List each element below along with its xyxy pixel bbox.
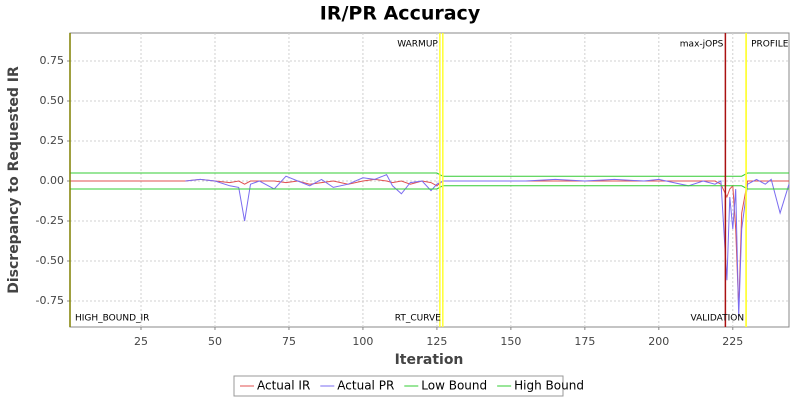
legend-label: High Bound <box>514 379 584 393</box>
series-line <box>185 173 790 318</box>
y-tick-label: -0.50 <box>36 254 64 267</box>
series-line <box>70 178 789 310</box>
y-tick-label: 0.50 <box>40 94 65 107</box>
x-tick-label: 150 <box>500 335 521 348</box>
y-tick-label: -0.25 <box>36 214 64 227</box>
marker-label: WARMUP <box>397 40 438 50</box>
x-tick-label: 175 <box>574 335 595 348</box>
x-tick-label: 100 <box>352 335 373 348</box>
x-tick-label: 25 <box>134 335 148 348</box>
plot-area <box>69 32 790 328</box>
x-tick-label: 200 <box>648 335 669 348</box>
y-axis-label: Discrepancy to Requested IR <box>6 66 22 294</box>
chart-title: IR/PR Accuracy <box>320 3 481 25</box>
legend-label: Low Bound <box>421 379 487 393</box>
marker-label: HIGH_BOUND_IR <box>75 314 149 324</box>
y-tick-label: 0.75 <box>40 54 65 67</box>
y-tick-label: -0.75 <box>36 294 64 307</box>
legend-box <box>233 375 564 397</box>
y-tick-label: 0.00 <box>40 174 65 187</box>
x-tick-label: 75 <box>282 335 296 348</box>
x-tick-label: 125 <box>426 335 447 348</box>
marker-label: max-jOPS <box>680 40 724 50</box>
y-tick-label: 0.25 <box>40 134 65 147</box>
series-line <box>70 172 789 177</box>
marker-label: RT_CURVE <box>395 314 441 324</box>
marker-label: VALIDATION <box>690 314 744 324</box>
series-line <box>70 185 789 190</box>
legend-label: Actual PR <box>337 379 394 393</box>
x-axis-label: Iteration <box>395 352 464 368</box>
x-tick-label: 225 <box>722 335 743 348</box>
x-tick-label: 50 <box>208 335 222 348</box>
legend-label: Actual IR <box>257 379 310 393</box>
marker-label: PROFILE <box>751 40 789 50</box>
